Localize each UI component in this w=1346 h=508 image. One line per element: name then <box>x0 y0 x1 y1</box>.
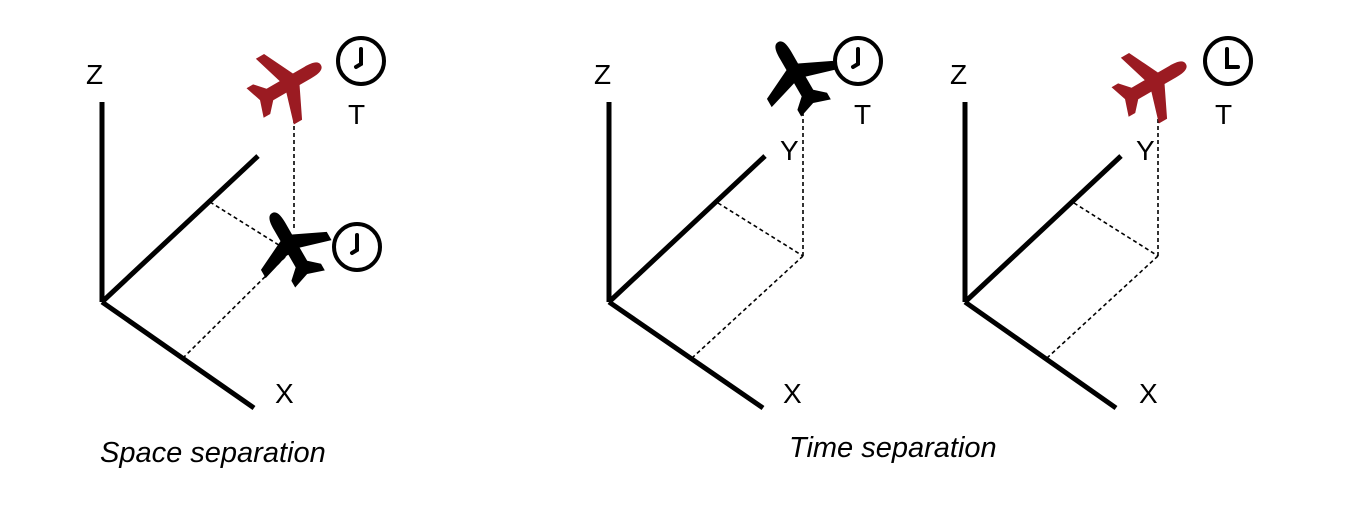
x-axis <box>607 299 765 411</box>
y-axis <box>963 154 1123 304</box>
clock-icon <box>1203 36 1253 86</box>
x-axis-label: X <box>1139 378 1158 409</box>
airplane-icon <box>1101 31 1205 135</box>
x-projection <box>1046 255 1159 359</box>
time-a-axes <box>606 102 767 411</box>
airplane-icon <box>239 194 343 298</box>
space-separation-panel: Z X T <box>86 32 386 411</box>
airplane-icon <box>236 32 340 136</box>
y-projection <box>717 202 804 257</box>
time-separation-panel-b: Z X Y T <box>950 31 1253 411</box>
clock-icon <box>336 36 386 86</box>
clock-icon <box>833 36 883 86</box>
x-axis-label: X <box>783 378 802 409</box>
x-axis <box>963 299 1118 411</box>
airplane-icon <box>745 23 849 127</box>
y-axis-label: Y <box>1136 135 1155 166</box>
z-axis-label: Z <box>594 59 611 90</box>
clock-icon <box>332 222 382 272</box>
time-separation-panel-a: Z X Y T <box>594 23 883 411</box>
time-separation-caption: Time separation <box>789 432 997 464</box>
projection-lines <box>1046 112 1159 359</box>
time-label: T <box>1215 99 1232 130</box>
time-label: T <box>854 99 871 130</box>
projection-lines <box>691 112 804 359</box>
x-axis <box>100 299 256 411</box>
y-axis <box>607 154 767 304</box>
x-axis-label: X <box>275 378 294 409</box>
space-axes <box>99 102 260 411</box>
z-axis-label: Z <box>950 59 967 90</box>
y-axis-label: Y <box>780 135 799 166</box>
y-projection <box>1073 202 1159 257</box>
y-projection <box>209 201 291 253</box>
z-axis-label: Z <box>86 59 103 90</box>
time-b-axes <box>962 102 1123 411</box>
x-projection <box>691 255 804 359</box>
y-axis <box>100 154 260 304</box>
space-separation-caption: Space separation <box>100 437 326 469</box>
time-label: T <box>348 99 365 130</box>
projection-lines <box>182 112 295 359</box>
